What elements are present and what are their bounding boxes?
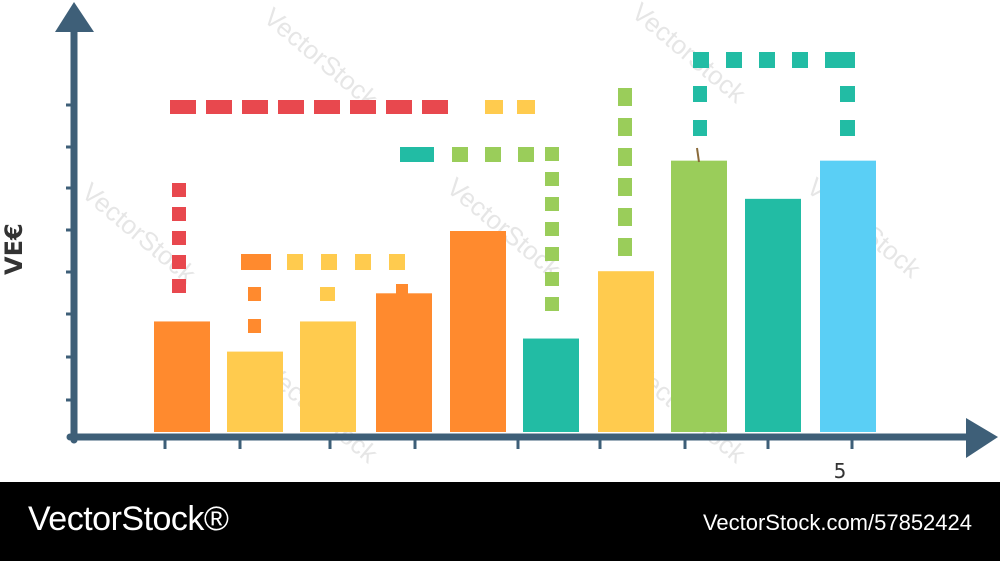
axes bbox=[55, 2, 998, 458]
bar-2 bbox=[227, 351, 283, 432]
dash-segment bbox=[545, 147, 559, 161]
dash-segment bbox=[422, 100, 448, 114]
dash-segment bbox=[618, 208, 632, 226]
stock-id-text: VectorStock.com/57852424 bbox=[702, 510, 972, 535]
bar-4 bbox=[376, 293, 432, 432]
bar-3 bbox=[300, 321, 356, 432]
dash-segment bbox=[170, 100, 196, 114]
y-axis-arrow-icon bbox=[55, 2, 94, 32]
dash-segment bbox=[278, 100, 304, 114]
x-axis-arrow-icon bbox=[966, 418, 998, 458]
dashed-connectors bbox=[170, 52, 855, 333]
dash-segment bbox=[759, 52, 775, 68]
y-axis-label: VE€ bbox=[0, 223, 28, 275]
dash-segment bbox=[618, 178, 632, 196]
bar-9 bbox=[745, 198, 801, 432]
bar-1 bbox=[154, 321, 210, 432]
dash-segment bbox=[517, 100, 535, 114]
dash-segment bbox=[693, 120, 707, 136]
dash-segment bbox=[172, 207, 186, 221]
dash-segment bbox=[693, 86, 707, 102]
dash-segment bbox=[321, 254, 337, 270]
dash-segment bbox=[618, 118, 632, 136]
dash-segment bbox=[693, 52, 707, 68]
dash-segment bbox=[172, 255, 186, 269]
dash-segment bbox=[452, 147, 468, 162]
dash-segment bbox=[386, 100, 412, 114]
dash-segment bbox=[545, 297, 559, 311]
bar-series bbox=[154, 160, 876, 432]
watermark-text: VectorStock bbox=[258, 2, 384, 115]
dash-segment bbox=[485, 100, 503, 114]
bar-8 bbox=[671, 160, 727, 432]
footer-bar: VectorStock® VectorStock.com/57852424 bbox=[0, 482, 1000, 561]
dash-segment bbox=[518, 147, 534, 162]
dash-segment bbox=[355, 254, 371, 270]
dash-segment bbox=[172, 279, 186, 293]
bar-6 bbox=[523, 338, 579, 432]
dash-segment bbox=[840, 86, 855, 102]
dash-segment bbox=[545, 272, 559, 286]
dash-segment bbox=[840, 52, 855, 68]
bar-5 bbox=[450, 231, 506, 432]
dash-segment bbox=[485, 147, 501, 162]
sketch-stem bbox=[696, 147, 700, 163]
brand-logo: VectorStock® bbox=[28, 500, 229, 538]
x-tick-label: 5 bbox=[834, 459, 847, 482]
dash-segment bbox=[618, 148, 632, 166]
dash-segment bbox=[172, 231, 186, 245]
dash-segment bbox=[792, 52, 808, 68]
dash-segment bbox=[350, 100, 376, 114]
bar-4-nub bbox=[396, 284, 408, 296]
bar-10 bbox=[820, 160, 876, 432]
dash-segment bbox=[287, 254, 303, 270]
bar-7 bbox=[598, 271, 654, 432]
dash-segment bbox=[545, 247, 559, 261]
dash-segment bbox=[241, 254, 271, 270]
dash-segment bbox=[726, 52, 742, 68]
dash-segment bbox=[242, 100, 268, 114]
dash-segment bbox=[172, 183, 186, 197]
dash-segment bbox=[248, 319, 261, 333]
bar-chart: VectorStock VectorStock VectorStock Vect… bbox=[0, 0, 998, 482]
dash-segment bbox=[618, 238, 632, 256]
dash-segment bbox=[206, 100, 232, 114]
dash-segment bbox=[545, 197, 559, 211]
y-axis-ticks bbox=[66, 103, 74, 402]
dash-segment bbox=[389, 254, 405, 270]
x-axis-ticks bbox=[163, 437, 854, 449]
dash-segment bbox=[825, 52, 841, 68]
dash-segment bbox=[545, 172, 559, 186]
dash-segment bbox=[248, 287, 261, 301]
dash-segment bbox=[320, 287, 335, 301]
dash-segment bbox=[840, 120, 855, 136]
dash-segment bbox=[314, 100, 340, 114]
dash-segment bbox=[400, 147, 434, 162]
dash-segment bbox=[545, 222, 559, 236]
dash-segment bbox=[618, 88, 632, 106]
